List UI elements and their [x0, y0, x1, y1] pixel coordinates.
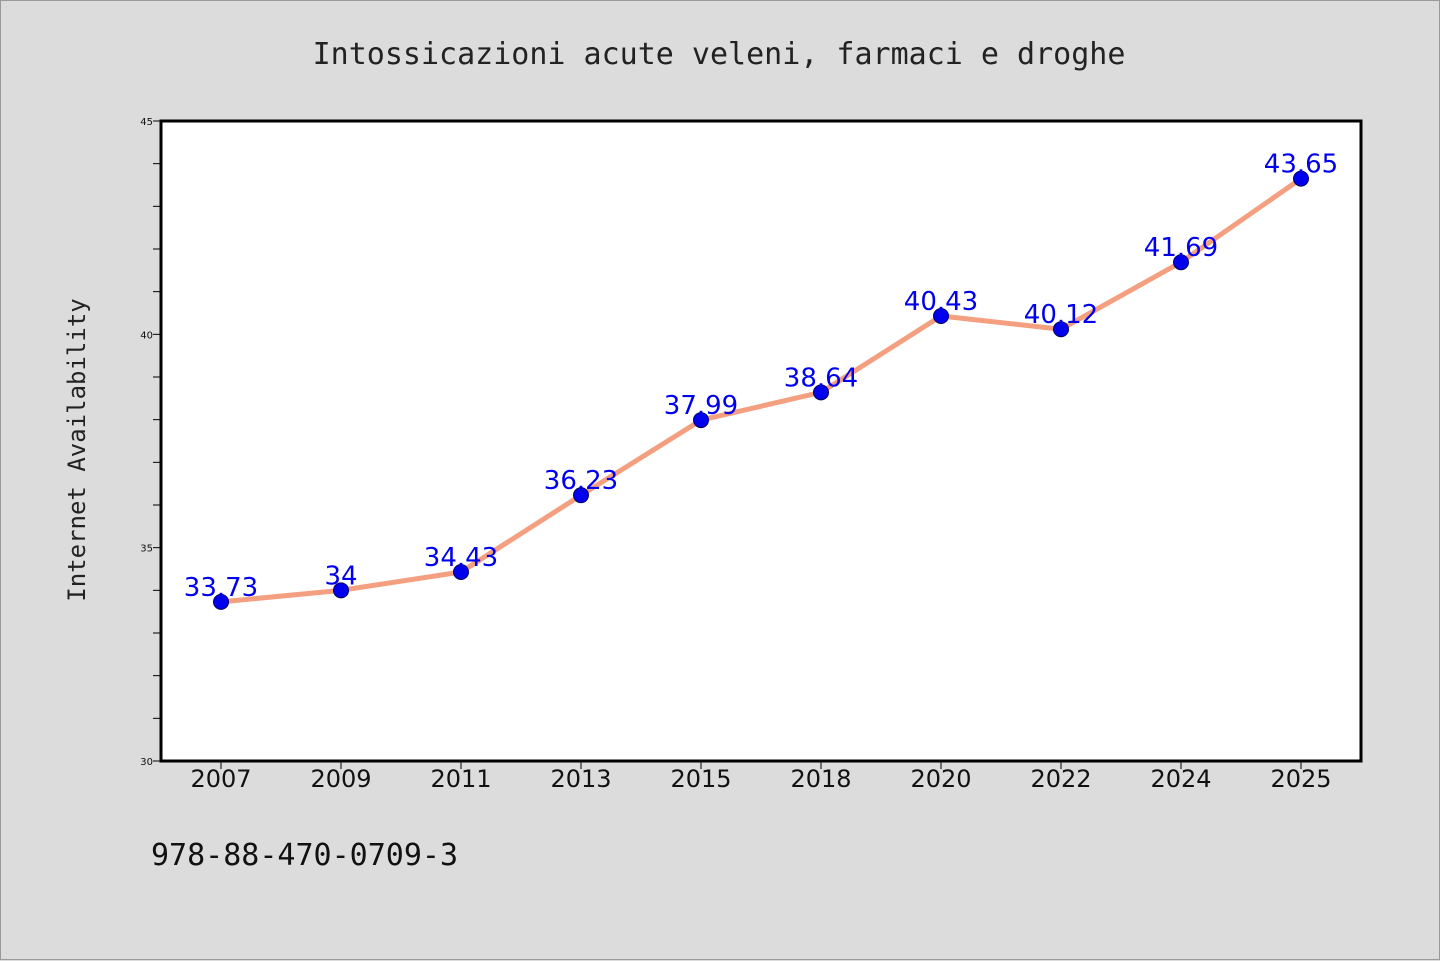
- plot-area: [159, 119, 1363, 763]
- data-point: [333, 582, 349, 599]
- x-tick-label: 2025: [1270, 765, 1331, 793]
- chart-footnote: 978-88-470-0709-3: [151, 838, 458, 873]
- x-tick-label: 2024: [1150, 765, 1211, 793]
- x-tick-label: 2013: [550, 765, 611, 793]
- chart-title: Intossicazioni acute veleni, farmaci e d…: [313, 37, 1126, 72]
- data-point: [693, 412, 709, 429]
- data-label: 40.12: [1024, 300, 1098, 330]
- series-line: [218, 176, 1304, 605]
- data-point: [933, 307, 949, 324]
- series-layer: 33.73 34 34.43 36.23 37.99 38.64 40.43 40.12 41.…: [184, 150, 1338, 610]
- y-tick-label: 40: [140, 330, 153, 341]
- x-tick-label: 2015: [670, 765, 731, 793]
- data-label: 36.23: [544, 466, 618, 496]
- data-point: [1173, 254, 1189, 271]
- data-label: 34: [324, 561, 357, 591]
- y-tick-label: 45: [140, 117, 153, 128]
- data-point: [213, 593, 229, 610]
- data-label: 40.43: [904, 287, 978, 317]
- y-tick-label: 35: [140, 544, 153, 555]
- data-label: 37.99: [664, 391, 738, 421]
- data-label: 33.73: [184, 573, 258, 603]
- y-axis-label: Internet Availability: [63, 298, 91, 601]
- data-label: 41.69: [1144, 233, 1218, 263]
- data-point: [573, 487, 589, 504]
- x-tick-label: 2020: [910, 765, 971, 793]
- x-tick-label: 2022: [1030, 765, 1091, 793]
- x-tick-label: 2018: [790, 765, 851, 793]
- x-tick-label: 2007: [190, 765, 251, 793]
- data-label: 38.64: [784, 363, 858, 393]
- data-point: [1053, 321, 1069, 338]
- x-tick-label: 2011: [430, 765, 491, 793]
- data-point: [453, 563, 469, 580]
- y-tick-label: 30: [140, 757, 153, 768]
- data-point: [813, 384, 829, 401]
- data-label: 43.65: [1264, 150, 1338, 180]
- x-tick-label: 2009: [310, 765, 371, 793]
- data-label: 34.43: [424, 543, 498, 573]
- data-point: [1293, 170, 1309, 187]
- axis-ticks: 30 35 40 45 2007 2009 2011 2013 2015 2018 2020 2022…: [140, 117, 1331, 793]
